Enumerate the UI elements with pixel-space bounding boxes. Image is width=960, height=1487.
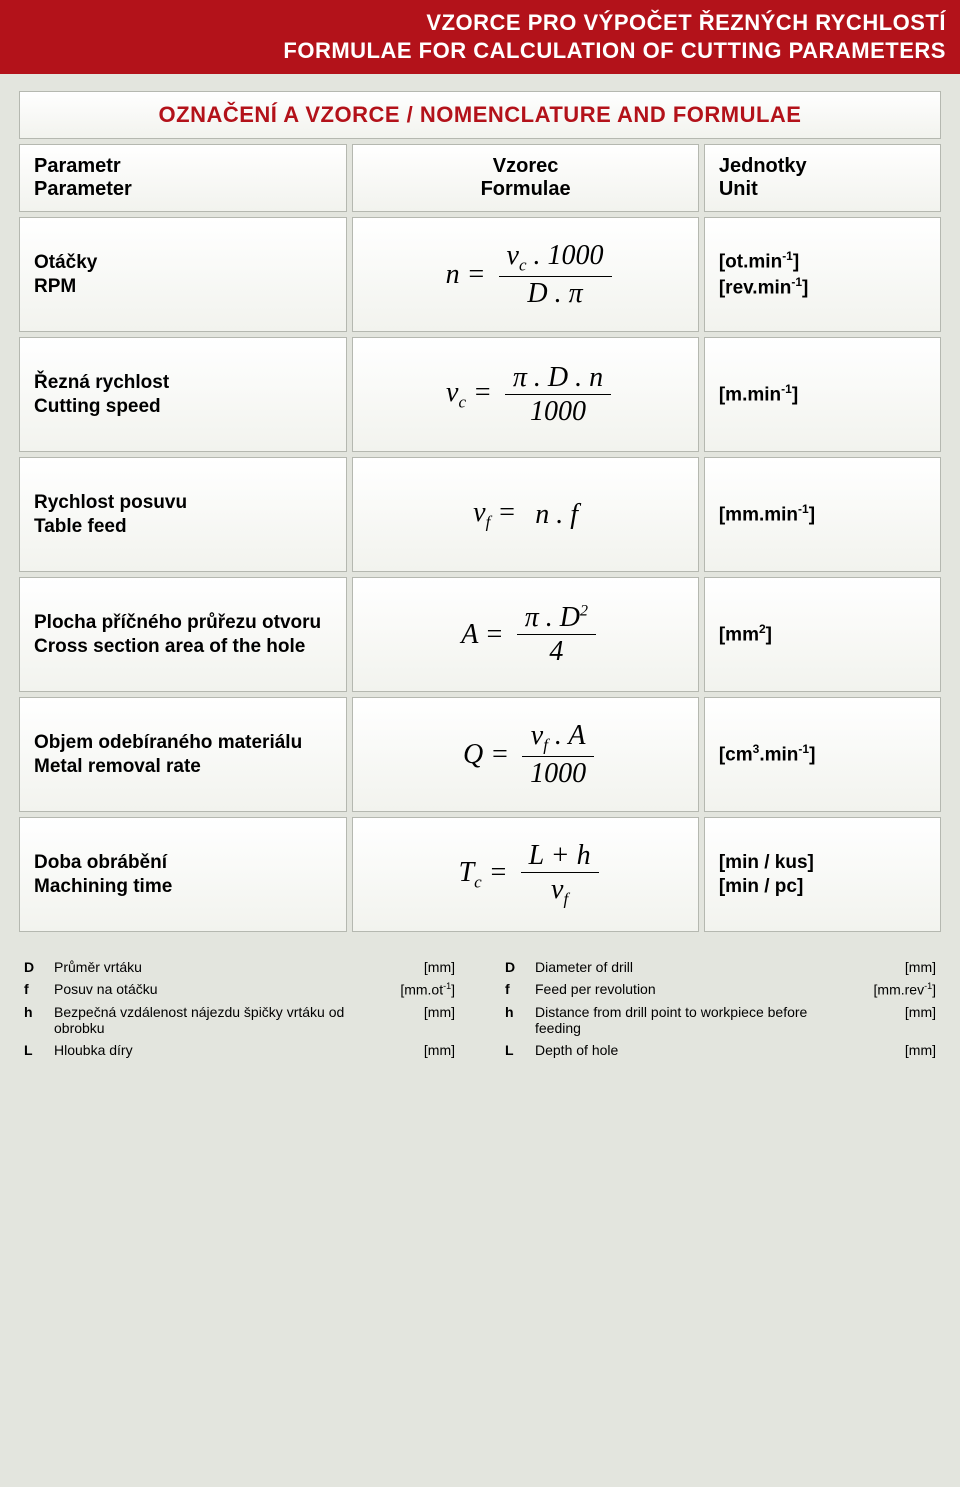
legend-left-column: DPrůměr vrtáku[mm]fPosuv na otáčku[mm.ot…	[24, 959, 455, 1064]
col-param-cz: Parametr	[34, 155, 121, 177]
unit-cell: [ot.min-1][rev.min-1]	[704, 217, 941, 332]
legend-description: Průměr vrtáku	[54, 959, 375, 975]
param-cell: Rychlost posuvuTable feed	[19, 457, 347, 572]
legend-symbol: L	[24, 1042, 54, 1058]
unit-cell: [mm.min-1]	[704, 457, 941, 572]
legend-unit: [mm]	[856, 959, 936, 975]
legend-symbol: h	[24, 1004, 54, 1020]
unit-cell: [mm2]	[704, 577, 941, 692]
param-cell: Řezná rychlostCutting speed	[19, 337, 347, 452]
legend-unit: [mm]	[375, 1004, 455, 1020]
col-header-formula: Vzorec Formulae	[352, 144, 699, 212]
legend-description: Bezpečná vzdálenost nájezdu špičky vrták…	[54, 1004, 375, 1036]
col-param-en: Parameter	[34, 178, 132, 200]
legend-description: Depth of hole	[535, 1042, 856, 1058]
legend-row: hBezpečná vzdálenost nájezdu špičky vrtá…	[24, 1004, 455, 1036]
legend-unit: [mm]	[375, 1042, 455, 1058]
param-cell: Objem odebíraného materiáluMetal removal…	[19, 697, 347, 812]
param-cell: Plocha příčného průřezu otvoruCross sect…	[19, 577, 347, 692]
col-unit-en: Unit	[719, 178, 758, 200]
section-title: OZNAČENÍ A VZORCE / NOMENCLATURE AND FOR…	[19, 91, 941, 139]
formula-cell: vc = π . D . n1000	[352, 337, 699, 452]
document-header: VZORCE PRO VÝPOČET ŘEZNÝCH RYCHLOSTÍ FOR…	[0, 0, 960, 74]
legend-row: DPrůměr vrtáku[mm]	[24, 959, 455, 975]
page: VZORCE PRO VÝPOČET ŘEZNÝCH RYCHLOSTÍ FOR…	[0, 0, 960, 1487]
formula-table: OZNAČENÍ A VZORCE / NOMENCLATURE AND FOR…	[14, 86, 946, 937]
legend-right-column: DDiameter of drill[mm]fFeed per revoluti…	[505, 959, 936, 1064]
legend-symbol: f	[24, 981, 54, 997]
legend-symbol: h	[505, 1004, 535, 1020]
legend-row: LHloubka díry[mm]	[24, 1042, 455, 1058]
legend: DPrůměr vrtáku[mm]fPosuv na otáčku[mm.ot…	[14, 959, 946, 1064]
legend-symbol: D	[24, 959, 54, 975]
formula-cell: A = π . D24	[352, 577, 699, 692]
legend-unit: [mm]	[375, 959, 455, 975]
col-header-parameter: Parametr Parameter	[19, 144, 347, 212]
legend-row: fPosuv na otáčku[mm.ot-1]	[24, 981, 455, 998]
header-title-cz: VZORCE PRO VÝPOČET ŘEZNÝCH RYCHLOSTÍ	[14, 10, 946, 36]
unit-cell: [cm3.min-1]	[704, 697, 941, 812]
col-header-unit: Jednotky Unit	[704, 144, 941, 212]
unit-cell: [min / kus][min / pc]	[704, 817, 941, 932]
param-cell: Doba obráběníMachining time	[19, 817, 347, 932]
formula-cell: Tc = L + hvf	[352, 817, 699, 932]
legend-description: Posuv na otáčku	[54, 981, 375, 997]
legend-row: DDiameter of drill[mm]	[505, 959, 936, 975]
legend-unit: [mm]	[856, 1004, 936, 1020]
param-cell: OtáčkyRPM	[19, 217, 347, 332]
legend-unit: [mm.ot-1]	[375, 981, 455, 998]
formula-cell: vf = n . f	[352, 457, 699, 572]
unit-cell: [m.min-1]	[704, 337, 941, 452]
header-title-en: FORMULAE FOR CALCULATION OF CUTTING PARA…	[14, 38, 946, 64]
col-formula-cz: Vzorec	[493, 155, 559, 177]
legend-symbol: D	[505, 959, 535, 975]
legend-symbol: f	[505, 981, 535, 997]
legend-unit: [mm.rev-1]	[856, 981, 936, 998]
legend-description: Diameter of drill	[535, 959, 856, 975]
legend-unit: [mm]	[856, 1042, 936, 1058]
legend-description: Hloubka díry	[54, 1042, 375, 1058]
legend-description: Feed per revolution	[535, 981, 856, 997]
legend-row: hDistance from drill point to workpiece …	[505, 1004, 936, 1036]
legend-row: LDepth of hole[mm]	[505, 1042, 936, 1058]
legend-row: fFeed per revolution[mm.rev-1]	[505, 981, 936, 998]
legend-symbol: L	[505, 1042, 535, 1058]
col-unit-cz: Jednotky	[719, 155, 807, 177]
formula-cell: n = vc . 1000D . π	[352, 217, 699, 332]
legend-description: Distance from drill point to workpiece b…	[535, 1004, 856, 1036]
col-formula-en: Formulae	[481, 178, 571, 200]
formula-cell: Q = vf . A1000	[352, 697, 699, 812]
